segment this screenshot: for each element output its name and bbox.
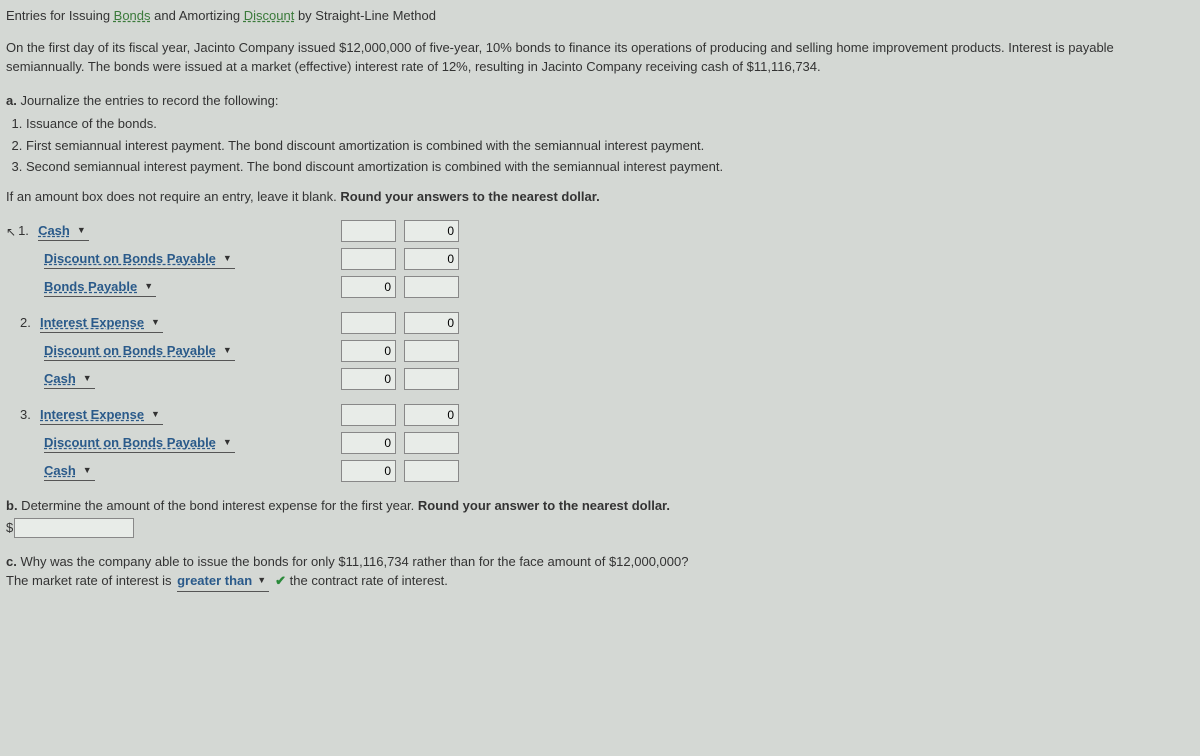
problem-intro: On the first day of its fiscal year, Jac… bbox=[6, 38, 1194, 77]
account-select-interest-expense[interactable]: Interest Expense ▼ bbox=[40, 405, 163, 426]
journal-entry-1: ↖ 1. Cash ▼ Discount on Bonds Payable ▼ … bbox=[6, 220, 1194, 298]
credit-input[interactable] bbox=[404, 432, 459, 454]
table-row: Cash ▼ bbox=[6, 368, 1194, 390]
part-c-letter: c. bbox=[6, 554, 17, 569]
credit-input[interactable] bbox=[404, 312, 459, 334]
bond-interest-expense-input[interactable] bbox=[14, 518, 134, 538]
debit-input[interactable] bbox=[341, 276, 396, 298]
bonds-link[interactable]: Bonds bbox=[114, 8, 151, 23]
part-b-letter: b. bbox=[6, 498, 18, 513]
debit-input[interactable] bbox=[341, 404, 396, 426]
table-row: Discount on Bonds Payable ▼ bbox=[6, 248, 1194, 270]
chevron-down-icon: ▼ bbox=[141, 280, 156, 294]
account-label: Discount on Bonds Payable bbox=[44, 249, 220, 269]
account-select-discount[interactable]: Discount on Bonds Payable ▼ bbox=[44, 249, 235, 270]
check-icon: ✔ bbox=[275, 573, 286, 588]
page-title: Entries for Issuing Bonds and Amortizing… bbox=[6, 6, 1194, 26]
chevron-down-icon: ▼ bbox=[254, 574, 269, 588]
entry-number: 3. bbox=[20, 405, 40, 425]
part-c-question: c. Why was the company able to issue the… bbox=[6, 552, 1194, 572]
account-label: Discount on Bonds Payable bbox=[44, 433, 220, 453]
account-label: Interest Expense bbox=[40, 313, 148, 333]
note-bold: Round your answers to the nearest dollar… bbox=[340, 189, 599, 204]
debit-input[interactable] bbox=[341, 368, 396, 390]
credit-input[interactable] bbox=[404, 404, 459, 426]
discount-link[interactable]: Discount bbox=[244, 8, 295, 23]
debit-input[interactable] bbox=[341, 340, 396, 362]
part-b: b. Determine the amount of the bond inte… bbox=[6, 496, 1194, 538]
account-label: Cash bbox=[44, 461, 80, 481]
entry-number: 2. bbox=[20, 313, 40, 333]
part-a-letter: a. bbox=[6, 93, 17, 108]
debit-input[interactable] bbox=[341, 432, 396, 454]
chevron-down-icon: ▼ bbox=[220, 344, 235, 358]
part-b-question: b. Determine the amount of the bond inte… bbox=[6, 496, 1194, 516]
table-row: Discount on Bonds Payable ▼ bbox=[6, 340, 1194, 362]
account-label: Bonds Payable bbox=[44, 277, 141, 297]
credit-input[interactable] bbox=[404, 460, 459, 482]
credit-input[interactable] bbox=[404, 248, 459, 270]
title-text-2: and Amortizing bbox=[151, 8, 244, 23]
table-row: Cash ▼ bbox=[6, 460, 1194, 482]
part-a-text: Journalize the entries to record the fol… bbox=[17, 93, 279, 108]
part-c: c. Why was the company able to issue the… bbox=[6, 552, 1194, 592]
credit-input[interactable] bbox=[404, 220, 459, 242]
credit-input[interactable] bbox=[404, 340, 459, 362]
credit-input[interactable] bbox=[404, 368, 459, 390]
credit-input[interactable] bbox=[404, 276, 459, 298]
title-text-1: Entries for Issuing bbox=[6, 8, 114, 23]
list-item: Second semiannual interest payment. The … bbox=[26, 157, 1194, 177]
account-select-cash[interactable]: Cash ▼ bbox=[44, 461, 95, 482]
account-select-discount[interactable]: Discount on Bonds Payable ▼ bbox=[44, 433, 235, 454]
chevron-down-icon: ▼ bbox=[80, 372, 95, 386]
account-select-cash[interactable]: Cash ▼ bbox=[44, 369, 95, 390]
account-select-cash[interactable]: Cash ▼ bbox=[38, 221, 89, 242]
account-select-discount[interactable]: Discount on Bonds Payable ▼ bbox=[44, 341, 235, 362]
table-row: 3. Interest Expense ▼ bbox=[6, 404, 1194, 426]
chevron-down-icon: ▼ bbox=[80, 464, 95, 478]
part-a: a. Journalize the entries to record the … bbox=[6, 91, 1194, 207]
entry-number: 1. bbox=[18, 221, 38, 241]
journal-entry-2: 2. Interest Expense ▼ Discount on Bonds … bbox=[6, 312, 1194, 390]
dollar-sign: $ bbox=[6, 518, 13, 538]
account-label: Cash bbox=[38, 221, 74, 241]
debit-input[interactable] bbox=[341, 460, 396, 482]
part-b-bold: Round your answer to the nearest dollar. bbox=[418, 498, 670, 513]
chevron-down-icon: ▼ bbox=[220, 436, 235, 450]
cursor-icon: ↖ bbox=[6, 223, 16, 241]
debit-input[interactable] bbox=[341, 248, 396, 270]
table-row: Bonds Payable ▼ bbox=[6, 276, 1194, 298]
dollar-input-wrapper: $ bbox=[6, 518, 134, 538]
account-label: Interest Expense bbox=[40, 405, 148, 425]
account-select-interest-expense[interactable]: Interest Expense ▼ bbox=[40, 313, 163, 334]
account-select-bonds-payable[interactable]: Bonds Payable ▼ bbox=[44, 277, 156, 298]
part-a-heading: a. Journalize the entries to record the … bbox=[6, 91, 1194, 111]
part-a-list: Issuance of the bonds. First semiannual … bbox=[6, 114, 1194, 177]
journal-entry-3: 3. Interest Expense ▼ Discount on Bonds … bbox=[6, 404, 1194, 482]
account-label: Discount on Bonds Payable bbox=[44, 341, 220, 361]
debit-input[interactable] bbox=[341, 312, 396, 334]
rate-comparison-select[interactable]: greater than ▼ bbox=[177, 571, 269, 592]
account-label: Cash bbox=[44, 369, 80, 389]
list-item: Issuance of the bonds. bbox=[26, 114, 1194, 134]
answer-post: the contract rate of interest. bbox=[286, 573, 448, 588]
part-a-note: If an amount box does not require an ent… bbox=[6, 187, 1194, 207]
part-c-answer-line: The market rate of interest is greater t… bbox=[6, 571, 1194, 592]
chevron-down-icon: ▼ bbox=[74, 224, 89, 238]
part-c-text: Why was the company able to issue the bo… bbox=[17, 554, 689, 569]
table-row: 2. Interest Expense ▼ bbox=[6, 312, 1194, 334]
chevron-down-icon: ▼ bbox=[148, 316, 163, 330]
chevron-down-icon: ▼ bbox=[220, 252, 235, 266]
title-text-3: by Straight-Line Method bbox=[294, 8, 436, 23]
answer-pre: The market rate of interest is bbox=[6, 573, 175, 588]
list-item: First semiannual interest payment. The b… bbox=[26, 136, 1194, 156]
part-b-text: Determine the amount of the bond interes… bbox=[18, 498, 418, 513]
table-row: ↖ 1. Cash ▼ bbox=[6, 220, 1194, 242]
chevron-down-icon: ▼ bbox=[148, 408, 163, 422]
note-pre: If an amount box does not require an ent… bbox=[6, 189, 340, 204]
selected-option: greater than bbox=[177, 571, 254, 591]
table-row: Discount on Bonds Payable ▼ bbox=[6, 432, 1194, 454]
debit-input[interactable] bbox=[341, 220, 396, 242]
